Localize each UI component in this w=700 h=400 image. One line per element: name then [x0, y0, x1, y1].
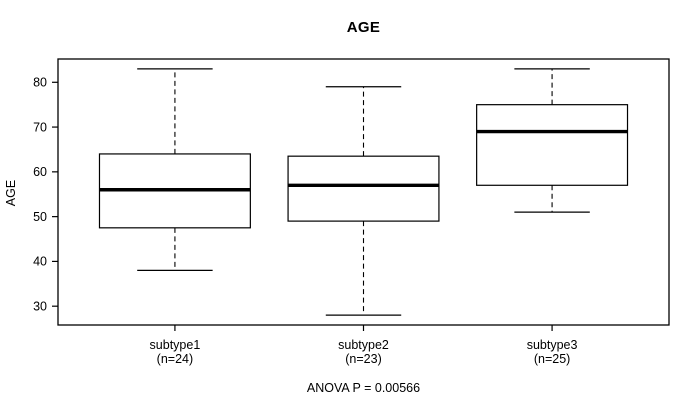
- iqr-box: [287, 155, 440, 222]
- group-name: subtype3: [526, 338, 578, 352]
- boxplot-subtype3: [476, 68, 629, 213]
- group-n: (n=24): [156, 351, 194, 366]
- chart-title: AGE: [346, 19, 381, 36]
- x-group-label-2: subtype2 (n=23): [338, 338, 389, 366]
- y-tick-label: 70: [33, 120, 47, 134]
- y-tick-label: 80: [33, 76, 47, 90]
- y-tick-label: 30: [33, 299, 47, 313]
- group-n: (n=23): [345, 351, 382, 366]
- boxplot-subtype1: [98, 68, 251, 272]
- group-name: subtype2: [338, 338, 389, 352]
- y-tick-label: 40: [33, 255, 47, 269]
- y-tick-label: 60: [33, 165, 47, 179]
- x-group-label-3: subtype3 (n=25): [526, 338, 578, 366]
- group-name: subtype1: [149, 338, 201, 352]
- y-tick-label: 50: [33, 210, 47, 224]
- x-group-label-1: subtype1 (n=24): [149, 338, 201, 366]
- group-n: (n=25): [533, 351, 571, 366]
- boxplot-subtype2: [287, 86, 440, 316]
- anova-annotation: ANOVA P = 0.00566: [306, 381, 421, 395]
- iqr-box: [476, 104, 629, 186]
